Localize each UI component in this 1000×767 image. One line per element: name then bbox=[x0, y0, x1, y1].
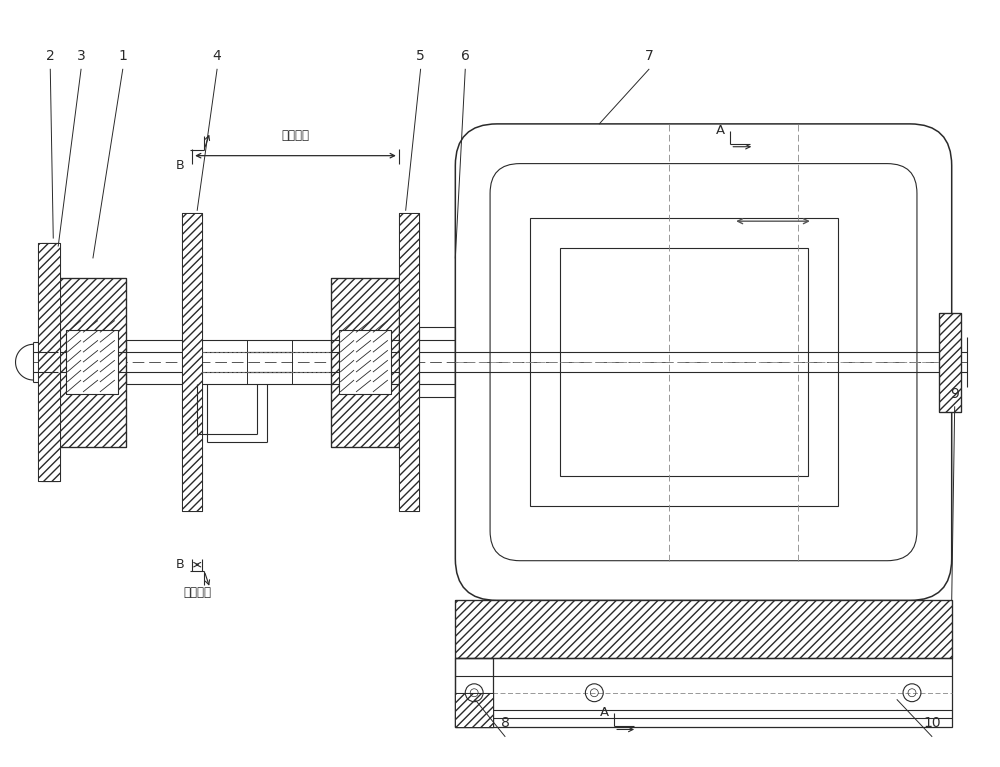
Bar bbox=[58, 278, 126, 446]
Bar bbox=[339, 331, 391, 394]
Bar bbox=[560, 248, 808, 476]
Text: 10: 10 bbox=[923, 716, 941, 730]
Text: B: B bbox=[176, 558, 184, 571]
Text: 6: 6 bbox=[461, 49, 470, 64]
Bar bbox=[455, 601, 952, 658]
Bar bbox=[939, 312, 961, 412]
Bar bbox=[38, 243, 60, 481]
Bar bbox=[58, 278, 126, 446]
Text: 9: 9 bbox=[950, 387, 959, 401]
Bar bbox=[455, 658, 493, 727]
Text: 7: 7 bbox=[645, 49, 653, 64]
Bar bbox=[455, 601, 952, 658]
Bar bbox=[455, 693, 493, 727]
Bar bbox=[399, 213, 419, 511]
Text: 1: 1 bbox=[118, 49, 127, 64]
Bar bbox=[939, 312, 961, 412]
Text: 工作间隙: 工作间隙 bbox=[183, 585, 211, 598]
Bar bbox=[38, 243, 60, 481]
Bar bbox=[331, 278, 399, 446]
Bar bbox=[399, 213, 419, 511]
Bar bbox=[455, 693, 493, 727]
Text: B: B bbox=[176, 159, 184, 172]
Text: 8: 8 bbox=[501, 716, 509, 730]
Bar bbox=[331, 278, 399, 446]
Text: 调节间隙: 调节间隙 bbox=[281, 129, 309, 142]
Text: A: A bbox=[716, 124, 725, 137]
Text: A: A bbox=[600, 706, 609, 719]
Bar bbox=[247, 341, 292, 384]
Bar bbox=[455, 658, 952, 727]
Bar bbox=[182, 213, 202, 511]
Text: 4: 4 bbox=[213, 49, 221, 64]
Text: 2: 2 bbox=[46, 49, 55, 64]
Bar bbox=[66, 331, 118, 394]
Bar bbox=[530, 218, 838, 506]
Text: 3: 3 bbox=[77, 49, 85, 64]
Bar bbox=[182, 213, 202, 511]
Text: 5: 5 bbox=[416, 49, 425, 64]
